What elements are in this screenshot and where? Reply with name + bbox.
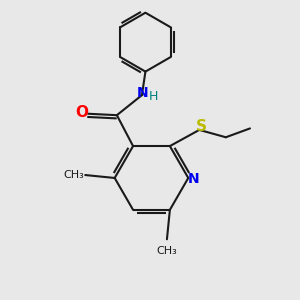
Text: H: H — [148, 90, 158, 103]
Text: S: S — [196, 119, 207, 134]
Text: CH₃: CH₃ — [63, 170, 84, 180]
Text: N: N — [137, 86, 148, 100]
Text: O: O — [75, 105, 88, 120]
Text: CH₃: CH₃ — [157, 246, 177, 256]
Text: N: N — [188, 172, 200, 186]
